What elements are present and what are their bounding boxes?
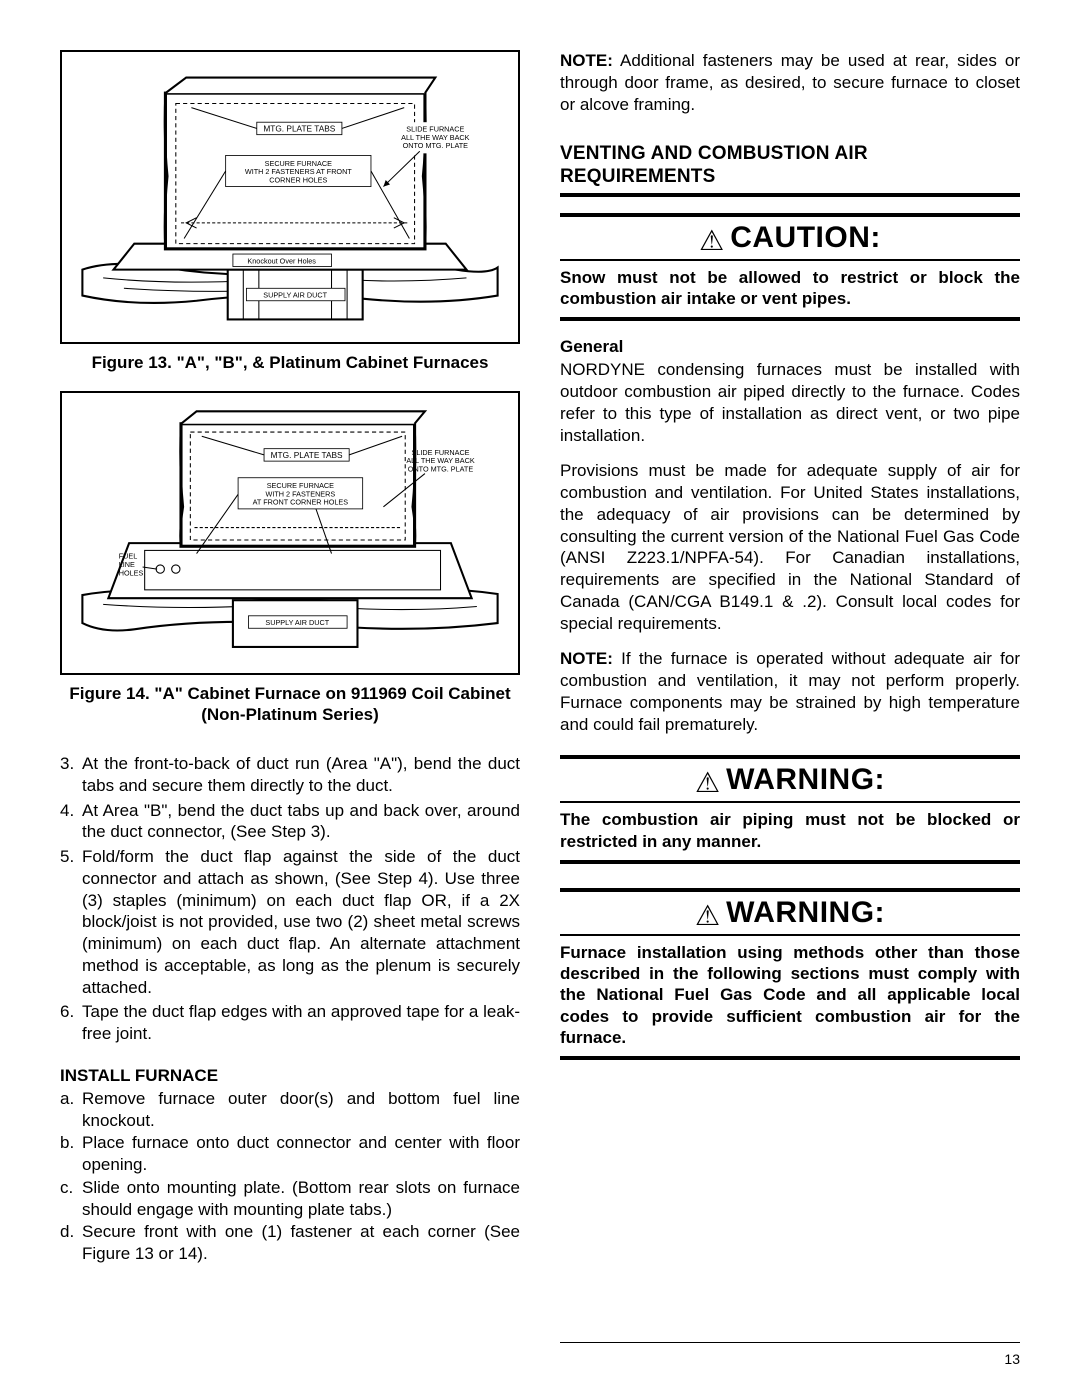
rule (560, 860, 1020, 864)
svg-text:SUPPLY AIR DUCT: SUPPLY AIR DUCT (265, 618, 329, 627)
warning-word: WARNING: (726, 896, 885, 930)
note-text: If the furnace is operated without adequ… (560, 649, 1020, 733)
step-text: Tape the duct flap edges with an approve… (82, 1001, 520, 1045)
step-letter: a. (60, 1088, 82, 1132)
right-column: NOTE: Additional fasteners may be used a… (560, 50, 1020, 1367)
furnace-diagram-13-icon: MTG. PLATE TABS SLIDE FURNACE ALL THE WA… (72, 62, 508, 332)
step-text: Place furnace onto duct connector and ce… (82, 1132, 520, 1176)
note-label: NOTE: (560, 649, 613, 668)
alert-triangle-icon: ⚠ (699, 227, 724, 255)
step-text: At Area "B", bend the duct tabs up and b… (82, 800, 520, 844)
install-furnace-heading: INSTALL FURNACE (60, 1066, 520, 1086)
section-heading: VENTING AND COMBUSTION AIR REQUIREMENTS (560, 143, 1020, 189)
svg-text:ONTO MTG. PLATE: ONTO MTG. PLATE (403, 141, 469, 150)
svg-text:Knockout Over Holes: Knockout Over Holes (247, 256, 316, 265)
rule (560, 934, 1020, 936)
svg-text:HOLES: HOLES (119, 568, 144, 577)
step-num: 4. (60, 800, 82, 844)
note-text: Additional fasteners may be used at rear… (560, 51, 1020, 114)
figure-13-caption: Figure 13. "A", "B", & Platinum Cabinet … (60, 352, 520, 373)
rule (560, 1056, 1020, 1060)
step-letter: c. (60, 1177, 82, 1221)
caution-word: CAUTION: (730, 221, 881, 255)
install-steps: a.Remove furnace outer door(s) and botto… (60, 1088, 520, 1266)
warning-2-body: Furnace installation using methods other… (560, 942, 1020, 1048)
svg-text:AT FRONT CORNER HOLES: AT FRONT CORNER HOLES (253, 498, 349, 507)
step-text: Slide onto mounting plate. (Bottom rear … (82, 1177, 520, 1221)
warning-1-body: The combustion air piping must not be bl… (560, 809, 1020, 852)
alert-triangle-icon: ⚠ (695, 902, 720, 930)
caution-box: ⚠ CAUTION: Snow must not be allowed to r… (560, 203, 1020, 322)
fig13-mtg-label: MTG. PLATE TABS (263, 124, 335, 134)
warning-word: WARNING: (726, 763, 885, 797)
step-text: Fold/form the duct flap against the side… (82, 846, 520, 998)
note-top: NOTE: Additional fasteners may be used a… (560, 50, 1020, 115)
caution-body: Snow must not be allowed to restrict or … (560, 267, 1020, 310)
rule (560, 193, 1020, 197)
general-heading: General (560, 337, 1020, 357)
step-text: Remove furnace outer door(s) and bottom … (82, 1088, 520, 1132)
rule (560, 259, 1020, 261)
furnace-diagram-14-icon: MTG. PLATE TABS SLIDE FURNACE ALL THE WA… (72, 403, 508, 663)
numbered-steps: 3.At the front-to-back of duct run (Area… (60, 753, 520, 1048)
step-text: Secure front with one (1) fastener at ea… (82, 1221, 520, 1265)
svg-text:CORNER HOLES: CORNER HOLES (269, 175, 327, 184)
note-label: NOTE: (560, 51, 613, 70)
figure-13-box: MTG. PLATE TABS SLIDE FURNACE ALL THE WA… (60, 50, 520, 344)
warning-2-box: ⚠ WARNING: Furnace installation using me… (560, 888, 1020, 1060)
step-letter: d. (60, 1221, 82, 1265)
step-num: 5. (60, 846, 82, 998)
step-text: At the front-to-back of duct run (Area "… (82, 753, 520, 797)
alert-triangle-icon: ⚠ (695, 769, 720, 797)
note-2: NOTE: If the furnace is operated without… (560, 648, 1020, 735)
figure-14-box: MTG. PLATE TABS SLIDE FURNACE ALL THE WA… (60, 391, 520, 675)
warning-1-box: ⚠ WARNING: The combustion air piping mus… (560, 755, 1020, 864)
step-letter: b. (60, 1132, 82, 1176)
svg-text:SUPPLY AIR DUCT: SUPPLY AIR DUCT (263, 291, 327, 300)
figure-14-caption: Figure 14. "A" Cabinet Furnace on 911969… (60, 683, 520, 726)
svg-text:MTG. PLATE TABS: MTG. PLATE TABS (271, 450, 343, 460)
general-p2: Provisions must be made for adequate sup… (560, 460, 1020, 634)
rule (560, 801, 1020, 803)
svg-text:ONTO MTG. PLATE: ONTO MTG. PLATE (408, 465, 474, 474)
step-num: 3. (60, 753, 82, 797)
general-p1: NORDYNE condensing furnaces must be inst… (560, 359, 1020, 446)
step-num: 6. (60, 1001, 82, 1045)
page-number: 13 (560, 1342, 1020, 1367)
left-column: MTG. PLATE TABS SLIDE FURNACE ALL THE WA… (60, 50, 520, 1367)
rule (560, 317, 1020, 321)
page: MTG. PLATE TABS SLIDE FURNACE ALL THE WA… (60, 50, 1020, 1367)
